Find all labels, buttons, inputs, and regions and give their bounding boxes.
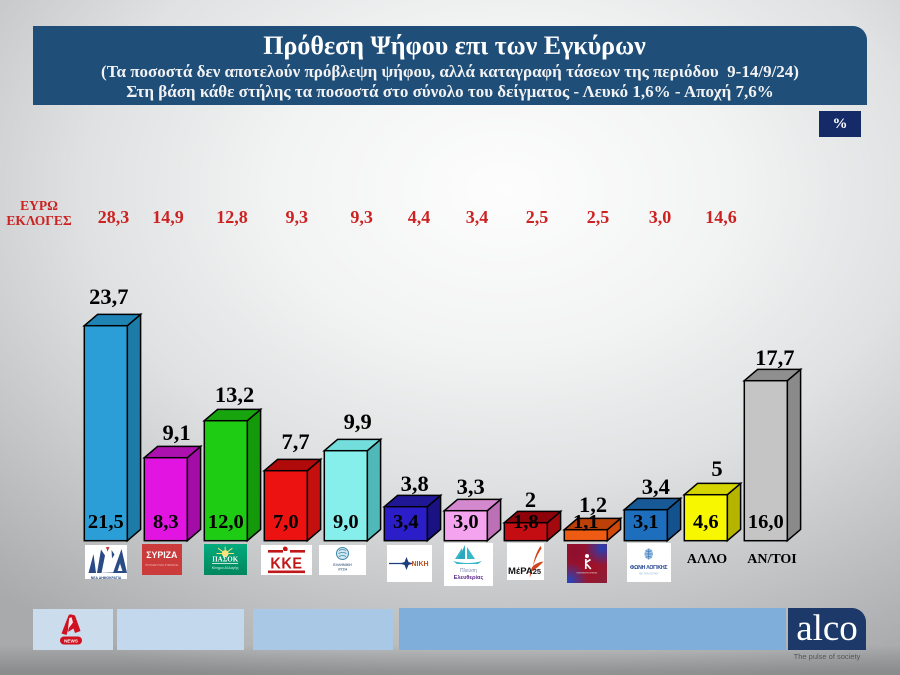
svg-text:ΜΕ ΤΗΝ ΛΟΓΙΚΗ: ΜΕ ΤΗΝ ΛΟΓΙΚΗ: [639, 573, 658, 576]
svg-text:ΠΑΣΟΚ: ΠΑΣΟΚ: [213, 555, 239, 563]
svg-text:ΝΙΚΗ: ΝΙΚΗ: [411, 561, 428, 568]
svg-text:ΝΕΑ ΔΗΜΟΚΡΑΤΙΑ: ΝΕΑ ΔΗΜΟΚΡΑΤΙΑ: [91, 576, 122, 580]
svg-text:NEWS: NEWS: [64, 639, 78, 644]
svg-text:ΕΛΛΗΝΙΚΗ: ΕΛΛΗΝΙΚΗ: [333, 563, 352, 567]
svg-text:ΚΙΝΗΜΑ ΔΗΜΟΚΡΑΤΙΑΣ: ΚΙΝΗΜΑ ΔΗΜΟΚΡΑΤΙΑΣ: [576, 571, 598, 574]
svg-text:ΦΩΝΗ ΛΟΓΙΚΗΣ: ΦΩΝΗ ΛΟΓΙΚΗΣ: [630, 565, 667, 571]
svg-text:ΛΥΣΗ: ΛΥΣΗ: [338, 567, 348, 571]
svg-text:Ελευθερίας: Ελευθερίας: [453, 575, 483, 581]
svg-text:ΚΚΕ: ΚΚΕ: [270, 556, 302, 572]
svg-text:ΜέΡΑ25: ΜέΡΑ25: [508, 566, 541, 577]
svg-text:Πλεύση: Πλεύση: [460, 567, 477, 574]
svg-text:Κίνημα Αλλαγής: Κίνημα Αλλαγής: [212, 566, 239, 570]
